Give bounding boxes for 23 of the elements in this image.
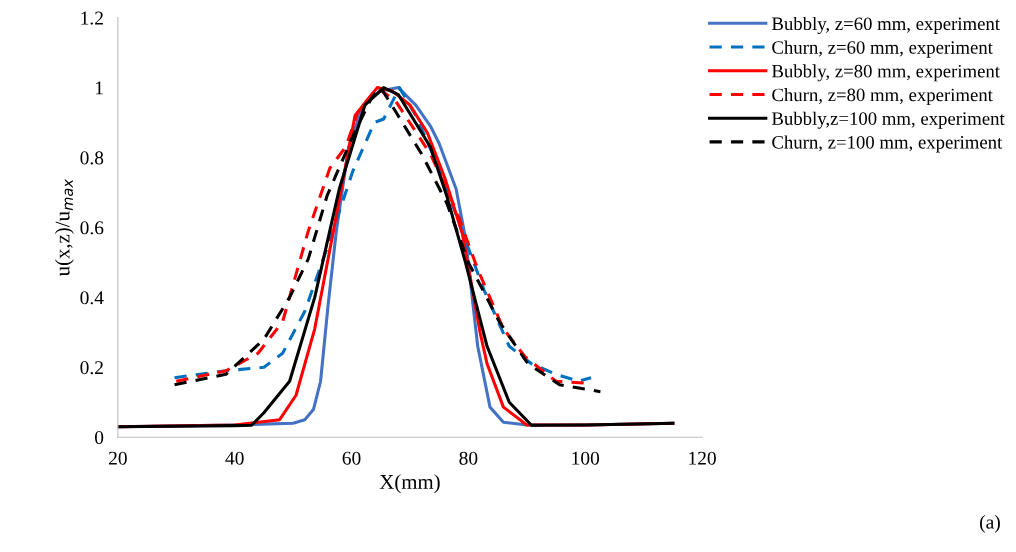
legend-label: Churn, z=80 mm, experiment xyxy=(772,88,993,106)
y-tick-label: 0.4 xyxy=(80,291,104,305)
text: (a) xyxy=(980,515,1000,533)
y-tick-label: 0.8 xyxy=(80,151,104,165)
x-tick-label: 40 xyxy=(225,451,244,465)
y-tick-label: 1 xyxy=(95,81,103,95)
x-tick-label: 120 xyxy=(689,451,716,465)
x-tick-label: 80 xyxy=(459,451,478,465)
x-axis-title: X(mm) xyxy=(379,474,440,494)
y-tick-label: 0.2 xyxy=(80,361,103,375)
legend-label: Churn, z=60 mm, experiment xyxy=(772,40,993,58)
y-tick-label: 0 xyxy=(94,431,104,445)
legend-label: Bubbly, z=80 mm, experiment xyxy=(771,64,1000,82)
x-tick-label: 60 xyxy=(342,451,361,465)
y-tick-label: 0.6 xyxy=(80,221,104,235)
y-axis-title: u(x,z)/u$_{max}$ xyxy=(54,178,74,277)
legend-label: Bubbly, z=60 mm, experiment xyxy=(771,16,1000,34)
line-series xyxy=(117,86,675,429)
y-tick-label: 1.2 xyxy=(81,11,103,25)
x-tick-label: 20 xyxy=(108,451,127,465)
legend-label: Bubbly,z=100 mm, experiment xyxy=(771,111,1005,129)
x-tick-label: 100 xyxy=(572,451,600,465)
legend-label: Churn, z=100 mm, experiment xyxy=(772,135,1003,153)
